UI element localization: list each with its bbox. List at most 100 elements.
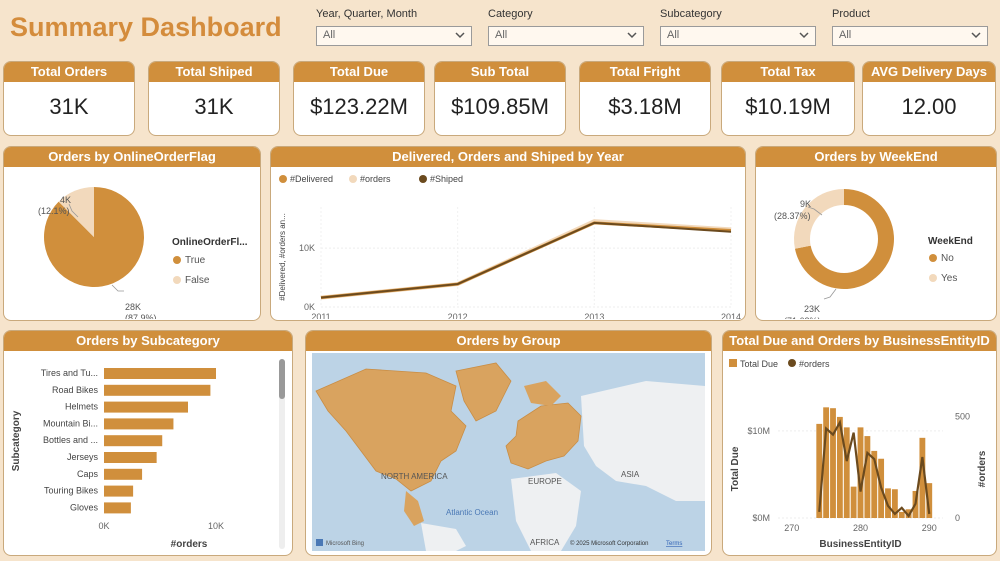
category-label: Gloves bbox=[70, 502, 99, 512]
series-line-orders bbox=[818, 419, 931, 518]
y-tick-label: 10K bbox=[299, 243, 315, 253]
panel-title: Total Due and Orders by BusinessEntityID bbox=[723, 331, 996, 351]
bar bbox=[891, 489, 898, 518]
panel-title: Orders by WeekEnd bbox=[756, 147, 996, 167]
legend-item: Total Due bbox=[740, 359, 778, 369]
x-tick-label: 0K bbox=[98, 521, 109, 531]
y-tick-label: $10M bbox=[747, 426, 770, 436]
filter-value: All bbox=[839, 29, 852, 41]
category-label: Bottles and ... bbox=[43, 435, 98, 445]
kpi-label: Total Shiped bbox=[149, 62, 279, 82]
kpi-value: $109.85M bbox=[451, 94, 549, 119]
map-label-africa: AFRICA bbox=[530, 538, 560, 547]
bing-logo: Microsoft Bing bbox=[326, 541, 364, 547]
europe-region[interactable] bbox=[505, 402, 582, 470]
y-axis-title: Subcategory bbox=[11, 410, 22, 471]
filter-dropdown[interactable]: All bbox=[316, 26, 472, 46]
series-line-orders bbox=[320, 219, 732, 300]
legend-marker bbox=[929, 274, 937, 282]
bar-chart-subcategory: Tires and Tu... Road Bikes Helmets Mountain… bbox=[11, 359, 285, 550]
kpi-label: Sub Total bbox=[435, 62, 565, 82]
terms-link[interactable]: Terms bbox=[666, 541, 682, 547]
legend-marker bbox=[419, 175, 427, 183]
bar bbox=[830, 408, 836, 518]
data-label-false-pct: (12.1%) bbox=[38, 206, 70, 216]
kpi-value: 31K bbox=[194, 94, 234, 119]
bar bbox=[104, 502, 131, 514]
data-label-no-value: 23K bbox=[804, 304, 820, 314]
x-axis-title: BusinessEntityID bbox=[819, 539, 901, 550]
kpi-total-fright: Total Fright $3.18M bbox=[579, 61, 711, 136]
north-america-region[interactable] bbox=[315, 368, 467, 492]
map-attribution: © 2025 Microsoft Corporation bbox=[570, 540, 648, 547]
bar bbox=[864, 436, 871, 518]
filter-subcategory[interactable]: Subcategory All bbox=[660, 8, 816, 46]
legend-marker bbox=[929, 254, 937, 262]
y2-tick-label: 500 bbox=[955, 411, 970, 421]
kpi-value: 12.00 bbox=[901, 94, 957, 119]
legend-item: #orders bbox=[360, 174, 391, 184]
pie-slice-false bbox=[58, 187, 94, 237]
bar bbox=[104, 452, 157, 463]
filter-label: Year, Quarter, Month bbox=[316, 8, 418, 20]
panel-title: Delivered, Orders and Shiped by Year bbox=[271, 147, 745, 167]
bar bbox=[905, 509, 912, 518]
legend-item: True bbox=[185, 255, 206, 266]
filter-product[interactable]: Product All bbox=[832, 8, 988, 46]
kpi-total-tax: Total Tax $10.19M bbox=[721, 61, 855, 136]
donut-hole bbox=[810, 205, 878, 273]
category-label: Jerseys bbox=[67, 452, 99, 462]
y-axis-title: #Delivered, #orders an... bbox=[278, 213, 287, 301]
panel-subcategory: Orders by Subcategory Tires and Tu... Roa… bbox=[3, 330, 293, 556]
kpi-sub-total: Sub Total $109.85M bbox=[434, 61, 566, 136]
pie-chart-online-flag: 4K(12.1%) 28K(87.9%) OnlineOrderFl... True F… bbox=[38, 187, 248, 320]
bar bbox=[857, 427, 864, 518]
chevron-down-icon bbox=[627, 32, 637, 39]
filter-dropdown[interactable]: All bbox=[660, 26, 816, 46]
series-line-shiped bbox=[320, 221, 732, 299]
asia-region bbox=[581, 381, 705, 501]
scrollbar-thumb bbox=[279, 359, 285, 399]
south-america-region bbox=[421, 523, 466, 551]
map-orders-by-group[interactable]: NORTH AMERICA EUROPE ASIA AFRICA Atlanti… bbox=[306, 351, 711, 554]
bar bbox=[104, 485, 134, 497]
filter-value: All bbox=[495, 29, 508, 41]
legend-marker bbox=[279, 175, 287, 183]
kpi-total-due: Total Due $123.22M bbox=[293, 61, 425, 136]
legend-title: OnlineOrderFl... bbox=[172, 237, 248, 248]
series-line-delivered bbox=[320, 221, 732, 300]
central-america-region[interactable] bbox=[404, 491, 424, 526]
filter-dropdown[interactable]: All bbox=[488, 26, 644, 46]
legend-item: #Shiped bbox=[430, 174, 463, 184]
data-label-false-value: 4K bbox=[60, 195, 71, 205]
data-label-yes-value: 9K bbox=[800, 199, 811, 209]
y-tick-label: 0K bbox=[304, 302, 315, 312]
x-tick-label: 280 bbox=[853, 523, 868, 533]
line-chart-delivered: #Delivered #orders #Shiped 0K 10K 2011 2012 201… bbox=[278, 174, 741, 320]
legend-marker bbox=[729, 359, 737, 367]
legend-item: Yes bbox=[941, 273, 957, 284]
bar bbox=[926, 483, 933, 518]
kpi-avg-delivery-days: AVG Delivery Days 12.00 bbox=[862, 61, 996, 136]
scandinavia-region[interactable] bbox=[524, 381, 561, 406]
category-label: Helmets bbox=[65, 402, 99, 412]
bar bbox=[104, 418, 174, 430]
data-label-true-value: 28K bbox=[125, 302, 141, 312]
filter-dropdown[interactable]: All bbox=[832, 26, 988, 46]
legend-marker bbox=[349, 175, 357, 183]
category-label: Tires and Tu... bbox=[41, 368, 98, 378]
panel-online-order-flag: Orders by OnlineOrderFlag 4K (12.1%) 28K (8… bbox=[3, 146, 261, 321]
legend-item: False bbox=[185, 275, 210, 286]
kpi-label: AVG Delivery Days bbox=[863, 62, 995, 82]
filter-year-quarter-month[interactable]: Year, Quarter, Month All bbox=[316, 8, 472, 46]
bar bbox=[816, 423, 823, 518]
greenland-region[interactable] bbox=[455, 362, 512, 422]
filter-label: Product bbox=[832, 8, 870, 20]
panel-title: Orders by OnlineOrderFlag bbox=[4, 147, 260, 167]
kpi-label: Total Orders bbox=[4, 62, 134, 82]
y-axis-title: Total Due bbox=[730, 446, 741, 491]
y2-axis-title: #orders bbox=[977, 450, 988, 487]
filter-category[interactable]: Category All bbox=[488, 8, 644, 46]
panel-title: Orders by Group bbox=[306, 331, 711, 351]
category-label: Touring Bikes bbox=[44, 486, 99, 496]
